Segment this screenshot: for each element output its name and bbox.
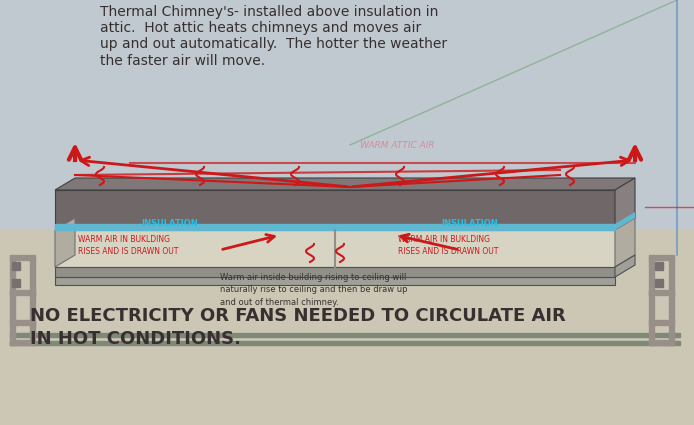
Polygon shape: [615, 212, 635, 230]
Bar: [0, 0, 694, 230]
Bar: [0, 230, 694, 425]
Polygon shape: [55, 218, 75, 267]
Bar: [655, 262, 663, 270]
Polygon shape: [55, 178, 635, 190]
Text: Warm air inside building rising to ceiling will
naturally rise to ceiling and th: Warm air inside building rising to ceili…: [220, 273, 407, 307]
Bar: [655, 279, 663, 287]
Bar: [10, 293, 15, 345]
Text: WARM AIR IN BUKLDING
RISES AND IS DRAWN OUT: WARM AIR IN BUKLDING RISES AND IS DRAWN …: [78, 235, 178, 256]
Bar: [55, 267, 615, 277]
Text: Thermal Chimney's- installed above insulation in
attic.  Hot attic heats chimney: Thermal Chimney's- installed above insul…: [100, 5, 447, 68]
Bar: [12, 262, 20, 270]
Bar: [649, 290, 674, 295]
Text: NO ELECTRICITY OR FANS NEEDED TO CIRCULATE AIR: NO ELECTRICITY OR FANS NEEDED TO CIRCULA…: [30, 307, 566, 325]
Bar: [55, 190, 615, 230]
Bar: [649, 255, 674, 260]
Bar: [10, 333, 680, 337]
Bar: [12, 279, 20, 287]
Bar: [55, 224, 615, 230]
Bar: [10, 320, 35, 325]
Bar: [649, 320, 674, 325]
Bar: [10, 257, 15, 295]
Bar: [10, 340, 35, 345]
Text: INSULATION: INSULATION: [142, 218, 198, 227]
Bar: [30, 257, 35, 295]
Bar: [649, 340, 674, 345]
Bar: [55, 277, 615, 285]
Text: INSULATION: INSULATION: [441, 218, 498, 227]
Bar: [10, 290, 35, 295]
Text: IN HOT CONDITIONS.: IN HOT CONDITIONS.: [30, 330, 241, 348]
Bar: [30, 293, 35, 345]
Text: WARM AIR IN BUKLDING
RISES AND IS DRAWN OUT: WARM AIR IN BUKLDING RISES AND IS DRAWN …: [398, 235, 498, 256]
Bar: [55, 230, 615, 267]
Bar: [10, 255, 35, 260]
Bar: [669, 293, 674, 345]
Bar: [649, 293, 654, 345]
Polygon shape: [615, 218, 635, 267]
Polygon shape: [615, 178, 635, 230]
Polygon shape: [615, 255, 635, 277]
Bar: [649, 257, 654, 295]
Bar: [10, 341, 680, 345]
Text: WARM ATTIC AIR: WARM ATTIC AIR: [360, 141, 434, 150]
Bar: [669, 257, 674, 295]
